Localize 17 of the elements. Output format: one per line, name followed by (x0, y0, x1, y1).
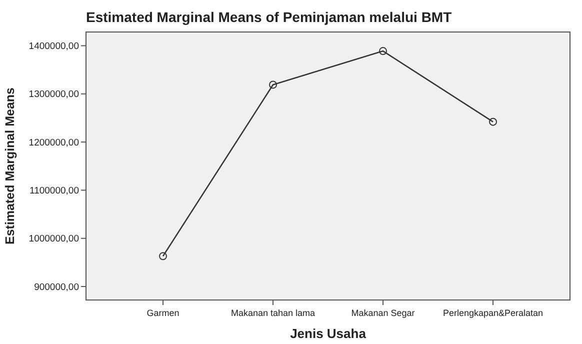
point (489, 118, 497, 126)
y-tick-label: 1300000,00 (28, 89, 79, 100)
y-axis-title: Estimated Marginal Means (3, 87, 17, 244)
x-tick-label: Perlengkapan&Peralatan (442, 308, 544, 318)
x-tick-label: Makanan Segar (351, 308, 415, 318)
point (379, 47, 387, 56)
y-tick-label: 900000,00 (34, 282, 79, 293)
y-tick-label: 1200000,00 (28, 137, 79, 148)
x-tick-label: Makanan tahan lama (230, 308, 316, 318)
y-tick-label: 1000000,00 (28, 234, 79, 245)
point (159, 252, 167, 260)
point (269, 80, 277, 89)
y-tick-label: 1400000,00 (28, 41, 79, 52)
y-tick-label: 1100000,00 (30, 186, 79, 197)
x-axis-title: Jenis Usaha (290, 326, 367, 341)
x-tick-label: Garmen (146, 308, 180, 318)
chart-title: Estimated Marginal Means of Peminjaman melalui BMT (86, 9, 452, 25)
